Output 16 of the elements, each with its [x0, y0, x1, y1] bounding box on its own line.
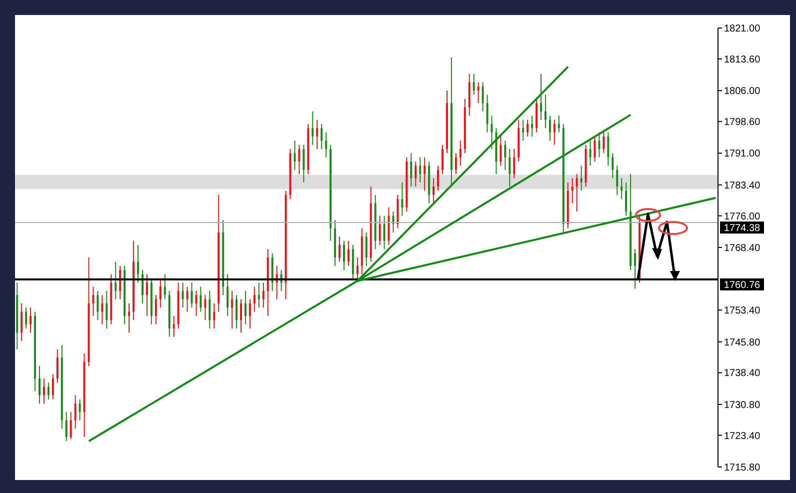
- y-tick-label: 1791.00: [724, 148, 761, 160]
- y-tick-label: 1798.60: [724, 117, 761, 128]
- ref-line-label: 1760.76: [724, 280, 761, 291]
- y-tick-label: 1806.00: [724, 86, 761, 98]
- y-tick-label: 1730.80: [724, 400, 761, 411]
- y-tick-label: 1768.40: [724, 243, 761, 254]
- y-tick-label: 1813.60: [724, 54, 761, 66]
- y-tick-label: 1745.80: [724, 337, 761, 348]
- y-tick-label: 1821.00: [724, 24, 761, 35]
- y-tick-label: 1738.40: [724, 368, 761, 380]
- y-tick-label: 1715.80: [724, 462, 761, 474]
- ref-line-label: 1774.38: [724, 223, 761, 234]
- y-tick-label: 1753.40: [724, 306, 761, 317]
- y-tick-label: 1783.40: [724, 180, 761, 192]
- y-tick-label: 1723.40: [724, 430, 761, 442]
- y-tick-label: 1776.00: [724, 211, 761, 222]
